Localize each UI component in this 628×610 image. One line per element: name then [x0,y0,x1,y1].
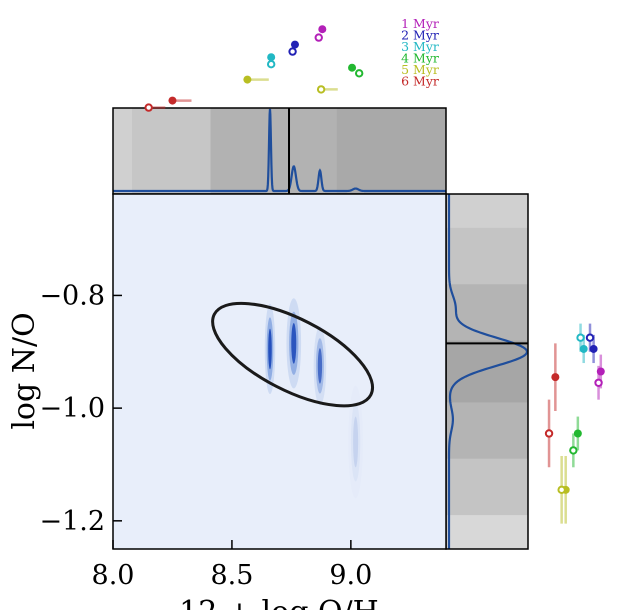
posterior-blob-core-0 [268,328,272,370]
posterior-blob-core-3 [353,416,359,468]
legend-label-3: 4 Myr [401,51,439,66]
top-marker-open-0 [314,33,323,42]
right-marker-open-4 [557,485,566,495]
top-marker-filled-2 [267,53,276,62]
posterior-blob-mid-3 [350,402,361,482]
right-marker-open-3 [569,446,578,455]
top-marginal-panel [112,107,447,195]
top-marker-open-2 [266,59,276,69]
right-marker-filled-5 [551,373,560,382]
right-marker-open-0 [594,378,603,387]
right-age-markers [544,323,605,524]
top-band-1 [132,108,211,194]
top-band-3 [336,108,446,194]
top-marker-filled-3 [348,63,357,72]
top-marker-filled-0 [318,25,327,34]
right-marginal-curve [447,194,528,549]
right-band-6 [446,515,528,549]
top-marker-filled-4 [243,75,252,84]
y-axis-label: log N/O [7,312,42,429]
right-marker-open-2 [576,333,585,342]
x-tick-label-0: 8.0 [92,560,135,591]
confidence-ellipse [211,301,375,408]
posterior-blob-halo-3 [348,385,363,499]
right-band-4 [446,402,528,459]
right-marker-filled-3 [573,429,582,438]
right-band-5 [446,458,528,516]
y-tick-label-1: −1.0 [39,393,105,424]
right-band-3 [446,340,528,403]
top-marker-filled-1 [290,40,299,49]
top-band-0 [113,108,133,194]
right-band-0 [446,194,528,228]
right-band-2 [446,284,528,341]
top-marker-filled-5 [168,96,177,105]
top-age-markers [144,25,364,112]
x-tick-label-2: 9.0 [329,560,372,591]
top-marker-open-3 [354,69,364,78]
legend-label-2: 3 Myr [401,39,439,54]
main-plot-background [113,194,446,549]
legend-label-5: 6 Myr [401,74,439,89]
legend-label-0: 1 Myr [401,16,439,31]
top-marginal-curve [113,108,446,193]
x-tick-label-1: 8.5 [210,560,253,591]
top-marker-open-1 [288,47,297,56]
main-plot-panel: 8.0 8.5 9.0 −0.8 −1.0 −1.2 [39,193,447,591]
x-axis-label: 12 + log O/H [179,595,379,610]
top-marker-open-5 [144,103,153,112]
legend-label-4: 5 Myr [401,62,439,77]
y-tick-label-0: −0.8 [39,280,105,311]
right-marker-filled-1 [589,344,598,353]
main-plot-frame [112,193,447,550]
y-tick-label-2: −1.2 [39,506,105,537]
top-marker-open-4 [316,85,326,94]
top-band-2 [210,108,337,194]
legend-label-1: 2 Myr [401,28,439,43]
right-marginal-panel [445,193,529,550]
right-marker-open-5 [544,429,554,438]
posterior-blob-core-1 [291,323,297,364]
posterior-blob-core-2 [317,348,323,384]
right-marker-open-1 [585,333,595,342]
right-band-1 [446,227,528,285]
